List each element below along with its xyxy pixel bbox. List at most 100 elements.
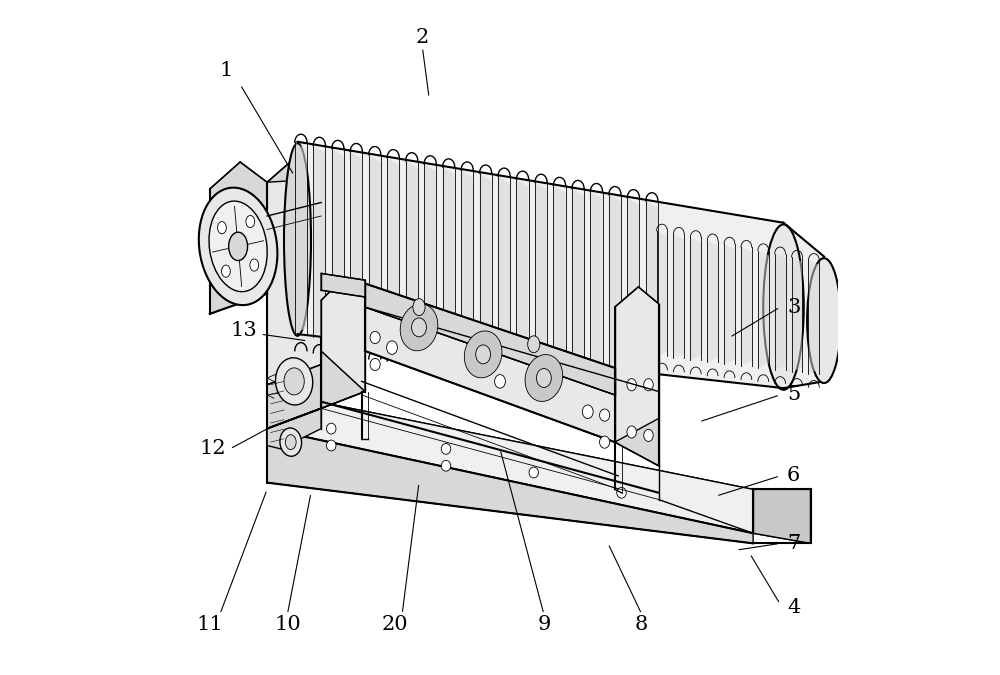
- Polygon shape: [673, 234, 684, 358]
- Polygon shape: [498, 176, 510, 357]
- Ellipse shape: [222, 265, 230, 277]
- Polygon shape: [627, 198, 639, 371]
- Polygon shape: [443, 167, 455, 351]
- Text: 4: 4: [787, 598, 800, 617]
- Polygon shape: [572, 188, 584, 365]
- Polygon shape: [480, 173, 492, 355]
- Text: 8: 8: [635, 615, 648, 634]
- Ellipse shape: [807, 259, 841, 383]
- Ellipse shape: [617, 487, 626, 498]
- Polygon shape: [321, 273, 365, 297]
- Text: 9: 9: [537, 615, 551, 634]
- Polygon shape: [267, 364, 321, 429]
- Ellipse shape: [209, 201, 267, 292]
- Polygon shape: [350, 152, 362, 341]
- Polygon shape: [461, 170, 473, 353]
- Polygon shape: [707, 241, 718, 362]
- Ellipse shape: [400, 304, 438, 351]
- Polygon shape: [387, 158, 399, 345]
- Polygon shape: [784, 223, 824, 388]
- Ellipse shape: [763, 224, 804, 390]
- Polygon shape: [365, 284, 615, 395]
- Polygon shape: [808, 261, 819, 374]
- Text: 10: 10: [274, 615, 301, 634]
- Text: 12: 12: [200, 439, 226, 458]
- Polygon shape: [406, 161, 418, 347]
- Ellipse shape: [327, 423, 336, 434]
- Ellipse shape: [441, 460, 451, 471]
- Ellipse shape: [370, 358, 380, 371]
- Polygon shape: [758, 250, 769, 368]
- Ellipse shape: [476, 345, 491, 364]
- Polygon shape: [646, 201, 658, 373]
- Ellipse shape: [582, 405, 593, 418]
- Text: 3: 3: [787, 298, 800, 317]
- Polygon shape: [267, 429, 753, 543]
- Ellipse shape: [370, 331, 380, 344]
- Polygon shape: [792, 257, 802, 372]
- Polygon shape: [553, 186, 566, 363]
- Ellipse shape: [528, 336, 540, 352]
- Polygon shape: [295, 142, 307, 335]
- Ellipse shape: [284, 368, 304, 395]
- Ellipse shape: [284, 144, 311, 336]
- Polygon shape: [590, 192, 603, 367]
- Ellipse shape: [644, 379, 653, 391]
- Polygon shape: [267, 392, 753, 533]
- Polygon shape: [657, 231, 667, 356]
- Ellipse shape: [600, 436, 610, 448]
- Ellipse shape: [387, 341, 397, 354]
- Ellipse shape: [276, 358, 313, 405]
- Ellipse shape: [413, 298, 425, 316]
- Polygon shape: [424, 164, 436, 349]
- Polygon shape: [615, 287, 659, 466]
- Polygon shape: [741, 247, 752, 366]
- Ellipse shape: [246, 215, 255, 227]
- Polygon shape: [753, 489, 810, 543]
- Polygon shape: [615, 418, 659, 466]
- Ellipse shape: [525, 354, 563, 402]
- Polygon shape: [690, 238, 701, 360]
- Polygon shape: [365, 307, 615, 442]
- Ellipse shape: [529, 467, 538, 478]
- Polygon shape: [535, 182, 547, 361]
- Polygon shape: [267, 408, 321, 449]
- Polygon shape: [267, 392, 810, 543]
- Text: 5: 5: [787, 385, 800, 404]
- Polygon shape: [332, 148, 344, 339]
- Polygon shape: [267, 159, 321, 182]
- Polygon shape: [321, 280, 365, 408]
- Ellipse shape: [285, 435, 296, 450]
- Polygon shape: [369, 155, 381, 343]
- Text: 1: 1: [220, 61, 233, 80]
- Polygon shape: [609, 194, 621, 369]
- Polygon shape: [210, 162, 267, 314]
- Ellipse shape: [441, 443, 451, 454]
- Polygon shape: [313, 145, 325, 337]
- Text: 7: 7: [787, 534, 800, 553]
- Ellipse shape: [218, 221, 226, 234]
- Ellipse shape: [464, 331, 502, 378]
- Ellipse shape: [412, 318, 426, 337]
- Polygon shape: [321, 351, 365, 408]
- Text: 13: 13: [230, 321, 257, 340]
- Ellipse shape: [536, 369, 551, 387]
- Ellipse shape: [600, 409, 610, 421]
- Text: 20: 20: [382, 615, 409, 634]
- Ellipse shape: [250, 259, 259, 271]
- Ellipse shape: [644, 429, 653, 441]
- Polygon shape: [516, 180, 529, 359]
- Polygon shape: [267, 159, 321, 429]
- Ellipse shape: [627, 426, 636, 438]
- Text: 11: 11: [196, 615, 223, 634]
- Ellipse shape: [280, 428, 302, 456]
- Ellipse shape: [229, 232, 248, 261]
- Polygon shape: [775, 254, 786, 370]
- Ellipse shape: [199, 188, 277, 305]
- Text: 6: 6: [787, 466, 800, 485]
- Polygon shape: [724, 244, 735, 364]
- Polygon shape: [298, 142, 784, 388]
- Ellipse shape: [627, 379, 636, 391]
- Ellipse shape: [327, 440, 336, 451]
- Ellipse shape: [495, 375, 505, 388]
